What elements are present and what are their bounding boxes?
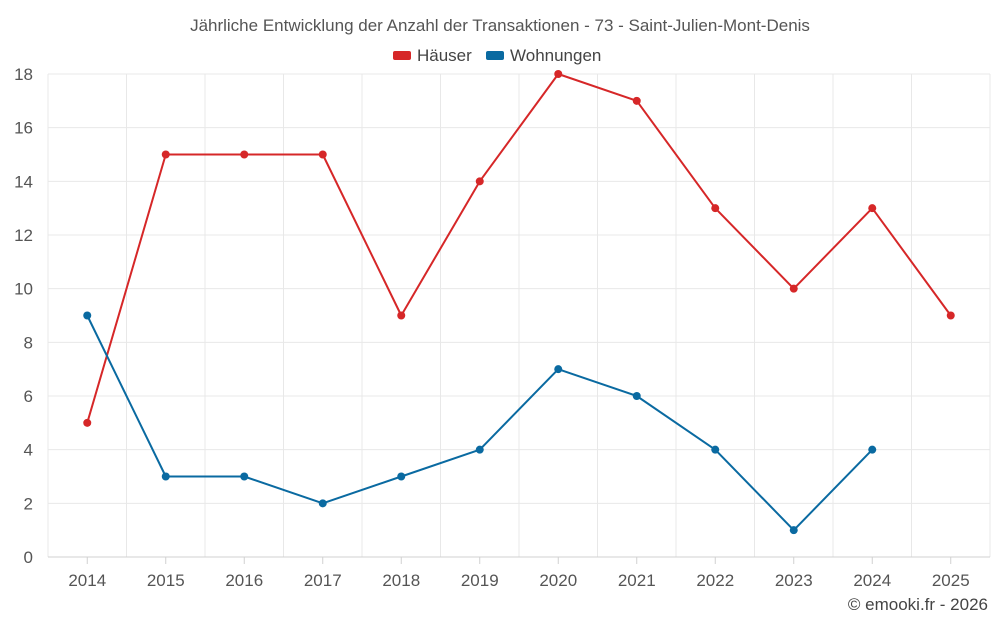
- x-tick-label: 2016: [225, 571, 263, 590]
- series-line: [86, 73, 952, 424]
- x-tick-label: 2021: [618, 571, 656, 590]
- x-tick-label: 2014: [68, 571, 106, 590]
- data-point[interactable]: [475, 445, 484, 454]
- data-point[interactable]: [318, 150, 327, 159]
- x-tick-label: 2020: [539, 571, 577, 590]
- x-tick-label: 2022: [696, 571, 734, 590]
- series-0: [83, 70, 955, 427]
- y-axis: 0 2 4 6 8 10 12 14 16 18: [14, 65, 33, 567]
- legend: Häuser Wohnungen: [393, 46, 601, 65]
- x-axis: 2014 2015 2016 2017 2018 2019 2020 2021 2022 2023…: [68, 557, 970, 590]
- y-tick-label: 10: [14, 280, 33, 299]
- data-point[interactable]: [240, 472, 249, 481]
- data-point[interactable]: [789, 526, 798, 535]
- x-tick-label: 2018: [382, 571, 420, 590]
- legend-item-label[interactable]: Häuser: [417, 46, 472, 65]
- chart-title: Jährliche Entwicklung der Anzahl der Tra…: [190, 16, 810, 35]
- data-point[interactable]: [83, 418, 92, 427]
- credit-text: © emooki.fr - 2026: [848, 595, 988, 614]
- data-point[interactable]: [475, 177, 484, 186]
- y-tick-label: 18: [14, 65, 33, 84]
- grid: [47, 73, 991, 558]
- data-point[interactable]: [868, 445, 877, 454]
- data-point[interactable]: [397, 311, 406, 320]
- data-point[interactable]: [554, 365, 563, 374]
- y-tick-label: 14: [14, 172, 33, 191]
- data-point[interactable]: [946, 311, 955, 320]
- data-point[interactable]: [868, 204, 877, 213]
- x-tick-label: 2024: [853, 571, 891, 590]
- legend-swatch: [486, 51, 504, 60]
- data-point[interactable]: [789, 284, 798, 293]
- x-tick-label: 2025: [932, 571, 970, 590]
- y-tick-label: 4: [24, 441, 33, 460]
- x-tick-label: 2019: [461, 571, 499, 590]
- y-tick-label: 8: [24, 333, 33, 352]
- data-point[interactable]: [83, 311, 92, 320]
- data-point[interactable]: [161, 472, 170, 481]
- x-tick-label: 2023: [775, 571, 813, 590]
- x-tick-label: 2017: [304, 571, 342, 590]
- data-point[interactable]: [397, 472, 406, 481]
- data-point[interactable]: [554, 70, 563, 78]
- y-tick-label: 12: [14, 226, 33, 245]
- data-point[interactable]: [240, 150, 249, 159]
- legend-swatch: [393, 51, 411, 60]
- y-tick-label: 0: [24, 548, 33, 567]
- series-layer: [83, 70, 955, 535]
- data-point[interactable]: [711, 445, 720, 454]
- y-tick-label: 2: [24, 494, 33, 513]
- y-tick-label: 6: [24, 387, 33, 406]
- data-point[interactable]: [632, 392, 641, 400]
- series-1: [83, 311, 877, 535]
- y-tick-label: 16: [14, 119, 33, 138]
- data-point[interactable]: [161, 150, 170, 159]
- data-point[interactable]: [318, 499, 327, 508]
- legend-item-label[interactable]: Wohnungen: [510, 46, 601, 65]
- x-tick-label: 2015: [147, 571, 185, 590]
- data-point[interactable]: [632, 96, 641, 105]
- data-point[interactable]: [711, 204, 720, 213]
